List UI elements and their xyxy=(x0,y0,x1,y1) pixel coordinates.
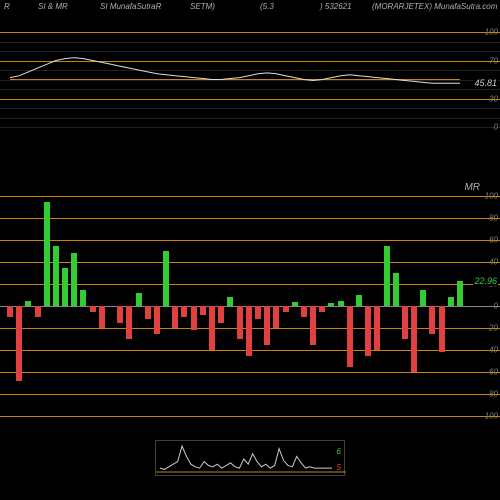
mr-bar xyxy=(71,253,77,306)
mr-bar xyxy=(145,306,151,319)
y-axis-label: -40 xyxy=(486,346,498,355)
mini-axis-label: 6 xyxy=(337,447,341,456)
grid-line xyxy=(0,218,500,219)
y-axis-label: -60 xyxy=(486,368,498,377)
mr-bar xyxy=(191,306,197,330)
mini-line-svg xyxy=(156,441,346,477)
y-axis-label: 80 xyxy=(489,214,498,223)
mr-bar xyxy=(310,306,316,345)
y-axis-label: 100 xyxy=(485,192,498,201)
mr-bar xyxy=(90,306,96,312)
mr-bar xyxy=(273,306,279,328)
current-value-callout: 45.81 xyxy=(473,78,498,88)
mr-bar xyxy=(448,297,454,306)
mr-bar xyxy=(99,306,105,328)
chart-header: R SI & MR SI MunafaSutraR SETM) (5.3 ) 532621… xyxy=(0,2,500,16)
mr-bar xyxy=(264,306,270,345)
mr-bar xyxy=(255,306,261,319)
mr-bar xyxy=(80,290,86,307)
header-text: (5.3 xyxy=(260,2,274,11)
line-chart-svg xyxy=(0,32,500,127)
mr-bar xyxy=(62,268,68,307)
mr-bar xyxy=(411,306,417,372)
mr-bar xyxy=(163,251,169,306)
header-text: ) 532621 xyxy=(320,2,352,11)
mr-bar xyxy=(237,306,243,339)
mr-bar xyxy=(374,306,380,350)
y-axis-label: 40 xyxy=(489,258,498,267)
mr-bar xyxy=(246,306,252,356)
mr-bar xyxy=(301,306,307,317)
grid-line xyxy=(0,372,500,373)
rsi-panel: 0307010045.81 xyxy=(0,32,500,127)
mr-bar-panel: -100-80-60-40-20020406080100MR22.96 xyxy=(0,196,500,416)
mr-bar xyxy=(117,306,123,323)
current-value-callout: 22.96 xyxy=(473,276,498,286)
mr-bar xyxy=(457,281,463,306)
y-axis-label: -20 xyxy=(486,324,498,333)
mini-axis-label: 5 xyxy=(337,463,341,472)
mr-bar xyxy=(292,302,298,306)
grid-line xyxy=(0,127,500,128)
mr-bar xyxy=(402,306,408,339)
mr-bar xyxy=(7,306,13,317)
mr-bar xyxy=(365,306,371,356)
mr-bar xyxy=(126,306,132,339)
mr-bar xyxy=(53,246,59,307)
mr-bar xyxy=(44,202,50,307)
mr-bar xyxy=(218,306,224,323)
header-text: (MORARJETEX) MunafaSutra.com xyxy=(372,2,497,11)
mr-bar xyxy=(384,246,390,307)
mr-bar xyxy=(200,306,206,315)
mr-bar xyxy=(172,306,178,328)
y-axis-label: 0 xyxy=(494,302,498,311)
header-text: SI & MR xyxy=(38,2,68,11)
mr-bar xyxy=(319,306,325,312)
mr-bar xyxy=(35,306,41,317)
grid-line xyxy=(0,240,500,241)
mr-bar xyxy=(136,293,142,306)
mr-bar xyxy=(25,301,31,307)
mr-bar xyxy=(356,295,362,306)
y-axis-label: -100 xyxy=(482,412,498,421)
mr-bar xyxy=(181,306,187,317)
grid-line xyxy=(0,394,500,395)
mr-bar xyxy=(154,306,160,334)
mr-bar xyxy=(439,306,445,352)
mr-bar xyxy=(347,306,353,367)
mr-bar xyxy=(420,290,426,307)
header-text: SI MunafaSutraR xyxy=(100,2,161,11)
mr-bar xyxy=(209,306,215,350)
header-text: SETM) xyxy=(190,2,215,11)
header-text: R xyxy=(4,2,10,11)
mr-bar xyxy=(227,297,233,306)
mr-bar xyxy=(429,306,435,334)
mr-bar xyxy=(328,303,334,306)
mini-oscillator-panel: 65 xyxy=(155,440,345,476)
y-axis-label: -80 xyxy=(486,390,498,399)
mr-bar xyxy=(393,273,399,306)
grid-line xyxy=(0,416,500,417)
mr-bar xyxy=(16,306,22,381)
mr-bar xyxy=(283,306,289,312)
panel-title: MR xyxy=(464,182,480,193)
mr-bar xyxy=(338,301,344,307)
grid-line xyxy=(0,196,500,197)
y-axis-label: 60 xyxy=(489,236,498,245)
